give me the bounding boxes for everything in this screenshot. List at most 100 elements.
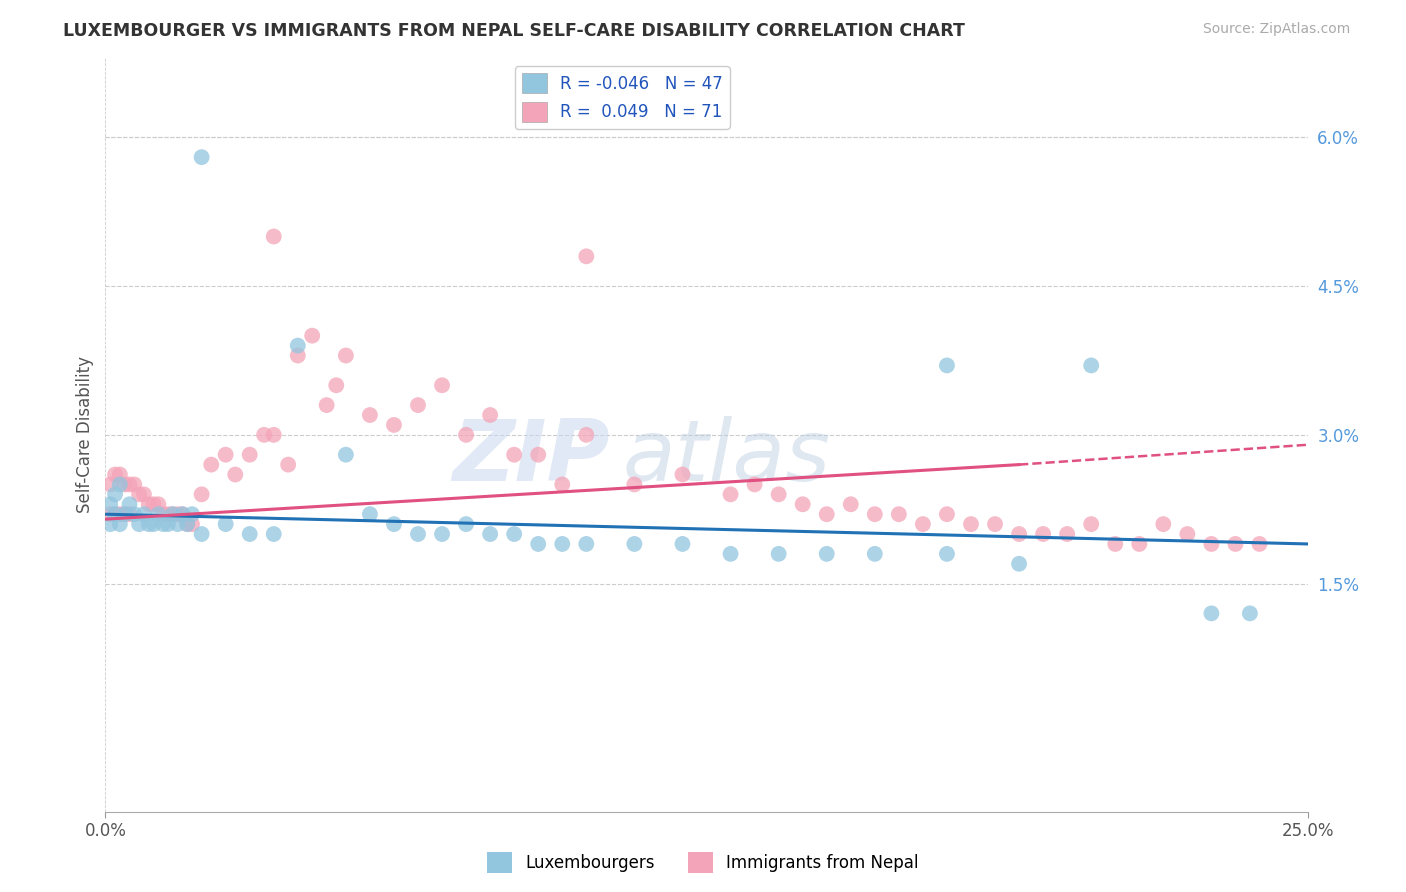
Point (863, 507, 886, 521)
Point (744, 477, 766, 491)
Point (166, 507, 188, 521)
Point (1056, 527, 1078, 541)
Point (911, 517, 934, 532)
Point (1008, 527, 1031, 541)
Point (148, 497, 170, 511)
Point (162, 507, 184, 521)
Point (176, 517, 198, 532)
Point (114, 507, 136, 521)
Point (114, 477, 136, 491)
Point (792, 497, 814, 511)
Point (98, 497, 121, 511)
Point (98, 477, 121, 491)
Point (108, 507, 131, 521)
Point (815, 547, 838, 561)
Point (527, 448, 550, 462)
Point (142, 497, 165, 511)
Point (200, 458, 222, 472)
Point (287, 338, 309, 352)
Point (1201, 607, 1223, 621)
Point (263, 428, 285, 442)
Point (181, 507, 204, 521)
Point (406, 398, 429, 412)
Point (138, 497, 160, 511)
Point (152, 517, 174, 532)
Point (335, 349, 357, 363)
Text: atlas: atlas (623, 416, 831, 499)
Point (1128, 537, 1150, 551)
Point (863, 547, 886, 561)
Point (108, 467, 131, 482)
Point (104, 467, 127, 482)
Text: LUXEMBOURGER VS IMMIGRANTS FROM NEPAL SELF-CARE DISABILITY CORRELATION CHART: LUXEMBOURGER VS IMMIGRANTS FROM NEPAL SE… (63, 22, 965, 40)
Point (277, 458, 299, 472)
Point (239, 448, 262, 462)
Point (98, 507, 121, 521)
Point (263, 527, 285, 541)
Point (984, 517, 1007, 532)
Point (839, 497, 862, 511)
Text: ZIP: ZIP (453, 416, 610, 499)
Point (214, 517, 236, 532)
Point (181, 517, 204, 532)
Point (253, 428, 276, 442)
Point (128, 487, 150, 501)
Point (575, 537, 598, 551)
Point (359, 507, 381, 521)
Point (359, 408, 381, 422)
Point (114, 507, 136, 521)
Point (214, 448, 236, 462)
Point (128, 517, 150, 532)
Point (503, 448, 526, 462)
Point (124, 507, 146, 521)
Point (768, 487, 790, 501)
Point (382, 417, 405, 432)
Point (301, 328, 323, 343)
Point (936, 507, 959, 521)
Point (176, 517, 198, 532)
Point (124, 477, 146, 491)
Point (1239, 607, 1261, 621)
Point (190, 150, 212, 164)
Point (479, 408, 502, 422)
Point (1032, 527, 1054, 541)
Point (104, 487, 127, 501)
Point (98, 517, 121, 532)
Point (152, 507, 174, 521)
Point (1104, 537, 1126, 551)
Point (1080, 359, 1102, 373)
Point (1152, 517, 1174, 532)
Point (118, 477, 141, 491)
Point (575, 428, 598, 442)
Point (156, 507, 179, 521)
Point (190, 527, 212, 541)
Point (671, 467, 693, 482)
Text: Source: ZipAtlas.com: Source: ZipAtlas.com (1202, 22, 1350, 37)
Point (454, 428, 477, 442)
Point (172, 507, 194, 521)
Point (132, 507, 155, 521)
Point (479, 527, 502, 541)
Legend: Luxembourgers, Immigrants from Nepal: Luxembourgers, Immigrants from Nepal (481, 846, 925, 880)
Point (335, 448, 357, 462)
Point (287, 349, 309, 363)
Point (430, 527, 453, 541)
Point (623, 477, 645, 491)
Point (190, 487, 212, 501)
Point (720, 547, 742, 561)
Point (815, 507, 838, 521)
Point (551, 477, 574, 491)
Point (1249, 537, 1271, 551)
Point (768, 547, 790, 561)
Point (263, 229, 285, 244)
Point (406, 527, 429, 541)
Point (104, 507, 127, 521)
Point (1008, 557, 1031, 571)
Point (108, 477, 131, 491)
Point (575, 249, 598, 263)
Point (118, 497, 141, 511)
Point (454, 517, 477, 532)
Point (315, 398, 337, 412)
Point (1225, 537, 1247, 551)
Point (430, 378, 453, 392)
